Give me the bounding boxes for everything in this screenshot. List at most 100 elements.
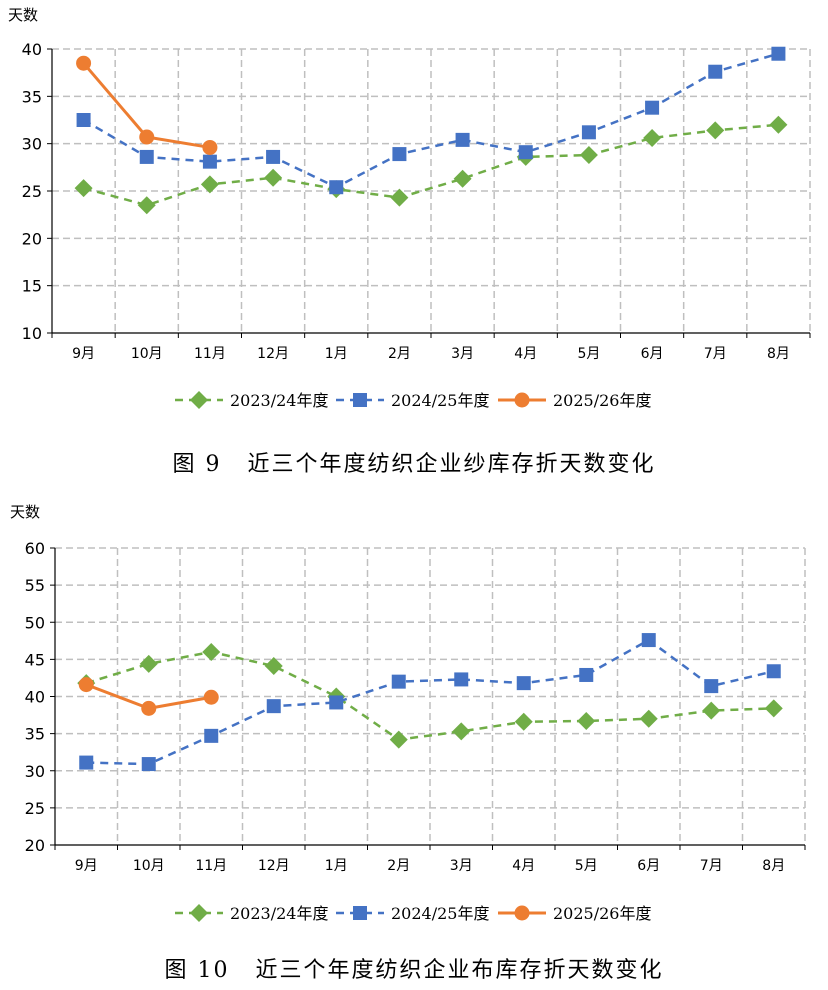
data-point-square <box>455 132 470 147</box>
y-tick-label: 40 <box>25 688 45 707</box>
data-point-square <box>353 906 367 920</box>
x-tick-label: 10月 <box>131 346 163 362</box>
data-point-diamond <box>514 712 533 731</box>
fabric-inventory-chart: 天数 20 25 30 35 40 45 50 55 60 9月 10月 11月 12月 1月 2月 3月 4月 5… <box>10 503 806 923</box>
data-point-square <box>704 679 719 694</box>
y-tick-label: 30 <box>22 135 42 154</box>
data-point-square <box>329 695 344 710</box>
legend-label: 2024/25年度 <box>391 904 489 923</box>
data-point-diamond <box>639 709 658 728</box>
data-point-diamond <box>200 175 219 194</box>
y-tick-label: 25 <box>25 799 45 818</box>
legend-label: 2024/25年度 <box>391 391 489 410</box>
data-point-diamond <box>190 904 208 922</box>
data-point-diamond <box>389 730 408 749</box>
x-tick-label: 11月 <box>194 346 226 362</box>
y-tick-label: 30 <box>25 762 45 781</box>
caption-number: 图 9 <box>172 452 222 477</box>
data-point-square <box>454 672 469 687</box>
data-point-circle <box>139 129 155 145</box>
data-point-diamond <box>769 115 788 134</box>
series-line <box>83 123 779 207</box>
data-point-circle <box>78 677 94 693</box>
series-line <box>82 52 779 189</box>
data-point-square <box>266 149 281 164</box>
legend: 2023/24年度 2024/25年度 2025/26年度 <box>175 391 651 410</box>
caption-text: 近三个年度纺织企业布库存折天数变化 <box>255 958 664 983</box>
x-tick-label: 7月 <box>704 346 727 362</box>
x-tick-label: 6月 <box>637 858 660 874</box>
y-tick-label: 60 <box>25 539 45 558</box>
x-tick-label: 1月 <box>325 346 348 362</box>
series-2 <box>76 46 786 195</box>
data-point-diamond <box>452 722 471 741</box>
x-tick-label: 9月 <box>72 346 95 362</box>
caption-number: 图 10 <box>164 958 230 983</box>
data-point-square <box>581 125 596 140</box>
data-point-square <box>518 145 533 160</box>
data-point-diamond <box>190 391 208 409</box>
y-tick-label: 45 <box>25 650 45 669</box>
series-3 <box>76 55 218 155</box>
data-point-diamond <box>390 188 409 207</box>
data-point-circle <box>141 700 157 716</box>
data-point-square <box>771 46 786 61</box>
x-tick-label: 5月 <box>577 346 600 362</box>
data-point-square <box>76 113 91 127</box>
x-tick-label: 8月 <box>762 858 785 874</box>
yarn-inventory-chart: 天数 10 15 20 25 30 35 40 9月 10月 11月 12月 1月 2月 3月 4月 5月 6月 7… <box>8 6 811 410</box>
y-tick-label: 20 <box>22 229 42 248</box>
data-point-square <box>353 393 367 407</box>
data-point-square <box>204 728 219 743</box>
data-point-diamond <box>706 121 725 140</box>
y-tick-label: 10 <box>22 324 42 343</box>
data-point-diamond <box>74 179 93 198</box>
y-tick-label: 20 <box>25 836 45 855</box>
data-point-square <box>641 633 656 648</box>
caption-text: 近三个年度纺织企业纱库存折天数变化 <box>247 452 656 477</box>
fabric-inventory-figure: 天数 20 25 30 35 40 45 50 55 60 9月 10月 11月 12月 1月 2月 3月 4月 5… <box>0 495 828 990</box>
x-tick-label: 3月 <box>450 858 473 874</box>
y-axis-title: 天数 <box>10 503 40 521</box>
data-point-circle <box>202 139 218 155</box>
data-point-diamond <box>139 654 158 673</box>
data-point-diamond <box>577 712 596 731</box>
x-tick-label: 12月 <box>258 858 290 874</box>
legend-label: 2023/24年度 <box>230 391 328 410</box>
data-point-square <box>579 667 594 682</box>
data-point-circle <box>514 905 530 921</box>
y-axis-title: 天数 <box>8 6 38 24</box>
legend: 2023/24年度 2024/25年度 2025/26年度 <box>175 904 651 923</box>
data-point-square <box>392 147 407 162</box>
x-tick-label: 10月 <box>133 858 165 874</box>
x-tick-label: 4月 <box>512 858 535 874</box>
data-point-square <box>516 676 531 691</box>
data-point-diamond <box>264 657 283 676</box>
legend-label: 2023/24年度 <box>230 904 328 923</box>
data-point-square <box>79 755 94 770</box>
x-tick-label: 3月 <box>451 346 474 362</box>
yarn-inventory-figure: 天数 10 15 20 25 30 35 40 9月 10月 11月 12月 1月 2月 3月 4月 5月 6月 7… <box>0 0 828 490</box>
x-tick-label: 5月 <box>575 858 598 874</box>
data-point-circle <box>76 55 92 71</box>
x-tick-label: 2月 <box>388 346 411 362</box>
data-point-square <box>766 664 781 679</box>
x-tick-label: 9月 <box>75 858 98 874</box>
data-point-diamond <box>137 196 156 215</box>
data-point-square <box>329 180 344 195</box>
x-tick-label: 1月 <box>325 858 348 874</box>
data-point-diamond <box>264 168 283 187</box>
y-tick-label: 55 <box>25 576 45 595</box>
series-2 <box>79 633 781 772</box>
legend-label: 2025/26年度 <box>553 904 651 923</box>
data-point-square <box>708 64 723 79</box>
data-point-square <box>202 154 217 169</box>
data-point-diamond <box>579 146 598 165</box>
y-tick-label: 35 <box>25 725 45 744</box>
data-point-square <box>645 100 660 115</box>
data-point-diamond <box>202 642 221 661</box>
series-3 <box>78 677 219 716</box>
series-line <box>86 638 775 766</box>
data-point-square <box>141 757 156 772</box>
y-tick-label: 50 <box>25 613 45 632</box>
